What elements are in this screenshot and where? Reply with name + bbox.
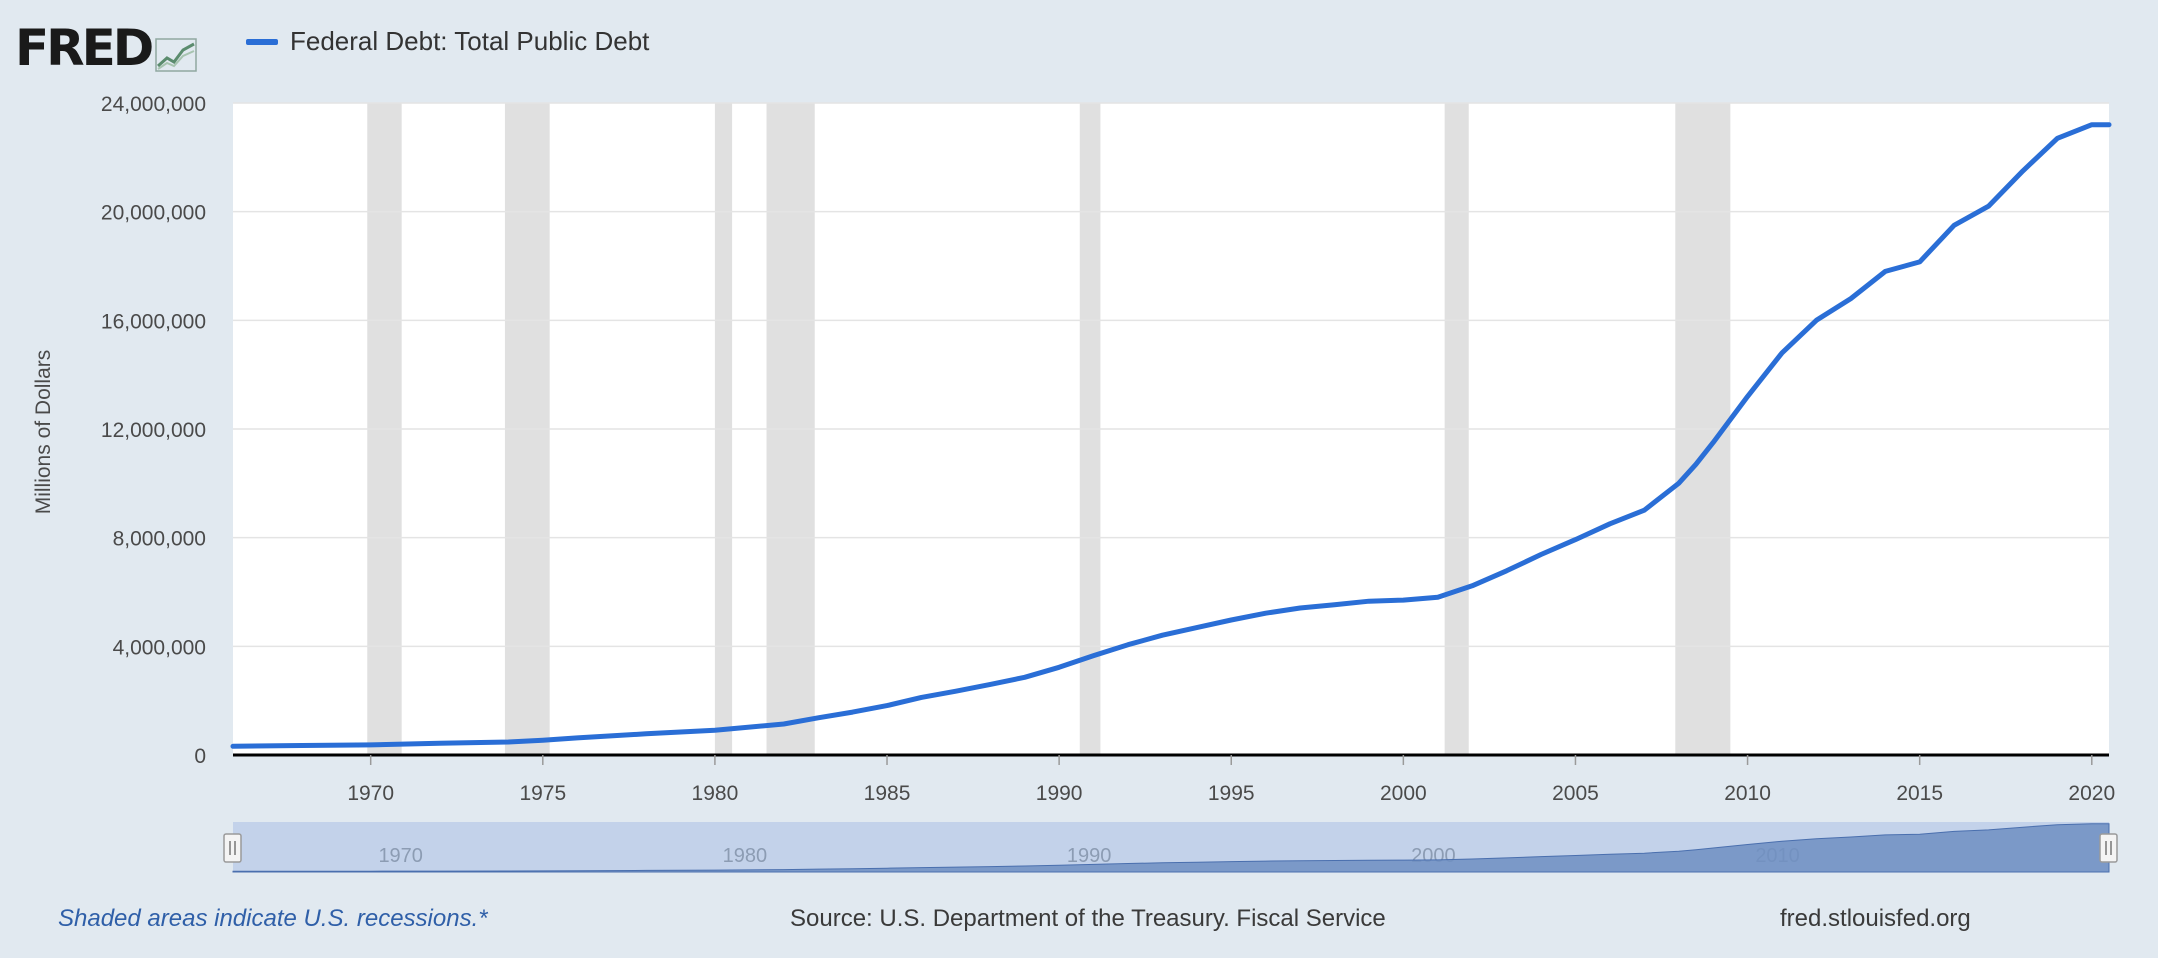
- x-tick-label: 2015: [1896, 782, 1943, 805]
- logo-text: FRED: [15, 19, 154, 77]
- x-tick-label: 1985: [864, 782, 911, 805]
- x-tick-label: 1975: [519, 782, 566, 805]
- navigator-tick-label: 1990: [1067, 845, 1112, 867]
- recession-note[interactable]: Shaded areas indicate U.S. recessions.*: [58, 905, 488, 932]
- line-chart: 0 4,000,000 8,000,000 12,000,000 16,000,000 2…: [101, 93, 2118, 873]
- chart-header: FRED Federal Debt: Total Public Debt: [0, 0, 2158, 95]
- y-tick-label: 4,000,000: [113, 636, 206, 659]
- x-tick-label: 2020: [2068, 782, 2115, 805]
- y-tick-label: 8,000,000: [113, 528, 206, 551]
- x-tick-label: 2010: [1724, 782, 1771, 805]
- navigator-tick-label: 1970: [378, 845, 423, 867]
- fred-logo[interactable]: FRED: [15, 18, 198, 78]
- y-tick-label: 12,000,000: [101, 419, 206, 442]
- chart-legend: Federal Debt: Total Public Debt: [246, 26, 649, 57]
- range-navigator[interactable]: 19701980199020002010: [223, 822, 2118, 873]
- x-tick-label: 1990: [1036, 782, 1083, 805]
- navigator-series-area: [232, 823, 2110, 873]
- grid-lines: [233, 102, 2109, 648]
- x-tick-labels: 1970 1975 1980 1985 1990 1995 2000 2005 2010 2015…: [347, 755, 2115, 805]
- x-tick-label: 2000: [1380, 782, 1427, 805]
- y-tick-label: 20,000,000: [101, 202, 206, 225]
- x-tick-label: 1980: [692, 782, 739, 805]
- y-tick-label: 24,000,000: [101, 93, 206, 116]
- x-tick-label: 2005: [1552, 782, 1599, 805]
- series-layer: [230, 122, 2112, 749]
- navigator-right-handle[interactable]: [2099, 833, 2118, 863]
- y-tick-label: 0: [194, 745, 206, 768]
- y-tick-label: 16,000,000: [101, 310, 206, 333]
- chart-trend-icon: [155, 38, 198, 72]
- navigator-left-handle[interactable]: [223, 833, 242, 863]
- source-text: Source: U.S. Department of the Treasury.…: [790, 905, 1386, 932]
- site-link[interactable]: fred.stlouisfed.org: [1780, 905, 1971, 932]
- legend-label: Federal Debt: Total Public Debt: [290, 26, 650, 56]
- y-tick-labels: 0 4,000,000 8,000,000 12,000,000 16,000,000 2…: [101, 93, 206, 768]
- x-tick-label: 1970: [347, 782, 394, 805]
- series-line-federal-debt: [230, 122, 2112, 749]
- legend-swatch: [246, 38, 278, 45]
- navigator-tick-label: 1980: [723, 845, 768, 867]
- x-tick-label: 1995: [1208, 782, 1255, 805]
